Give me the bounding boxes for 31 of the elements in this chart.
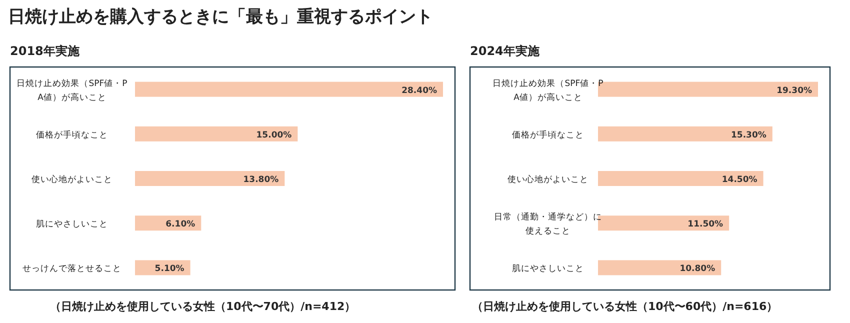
- text: （日焼け止めを使用している女性（10代〜70代）/n=412）: [50, 300, 356, 313]
- y-tick-label: 日焼け止め効果（SPF値・PA値）が高いこと: [492, 78, 604, 103]
- data-label: 6.10%: [166, 220, 196, 230]
- y-tick-label: 使い心地がよいこと: [32, 174, 112, 185]
- y-tick-label: 価格が手頃なこと: [36, 129, 108, 140]
- data-label: 19.30%: [776, 86, 812, 96]
- y-tick-label: 肌にやさしいこと: [512, 264, 584, 274]
- chart-title: 日焼け止めを購入するときに「最も」重視するポイント: [8, 7, 433, 27]
- data-label: 15.30%: [731, 130, 767, 140]
- data-label: 10.80%: [680, 264, 716, 274]
- y-tick-label: 価格が手頃なこと: [512, 129, 584, 140]
- bar: [598, 126, 772, 142]
- bar: [598, 260, 722, 276]
- data-label: 13.80%: [243, 175, 280, 185]
- chart-subtitle: 2018年実施: [10, 44, 80, 58]
- bar: [135, 82, 443, 97]
- y-tick-label: 日常（通勤・通学など）に使えること: [494, 212, 602, 237]
- y-tick-label: 肌にやさしいこと: [36, 220, 108, 230]
- data-label: 28.40%: [402, 86, 438, 96]
- data-label: 15.00%: [256, 130, 292, 140]
- y-tick-label: 日焼け止め効果（SPF値・PA値）が高いこと: [16, 78, 128, 103]
- bar: [135, 126, 298, 142]
- chart-subtitle: 2024年実施: [470, 44, 540, 58]
- y-tick-label: 使い心地がよいこと: [508, 174, 588, 185]
- y-tick-label: せっけんで落とせること: [22, 263, 122, 274]
- data-label: 5.10%: [154, 264, 185, 274]
- text: （日焼け止めを使用している女性（10代〜60代）/n=616）: [472, 300, 778, 313]
- bar: [135, 171, 285, 186]
- bar: [598, 171, 764, 186]
- data-label: 14.50%: [722, 175, 758, 185]
- data-label: 11.50%: [688, 220, 724, 230]
